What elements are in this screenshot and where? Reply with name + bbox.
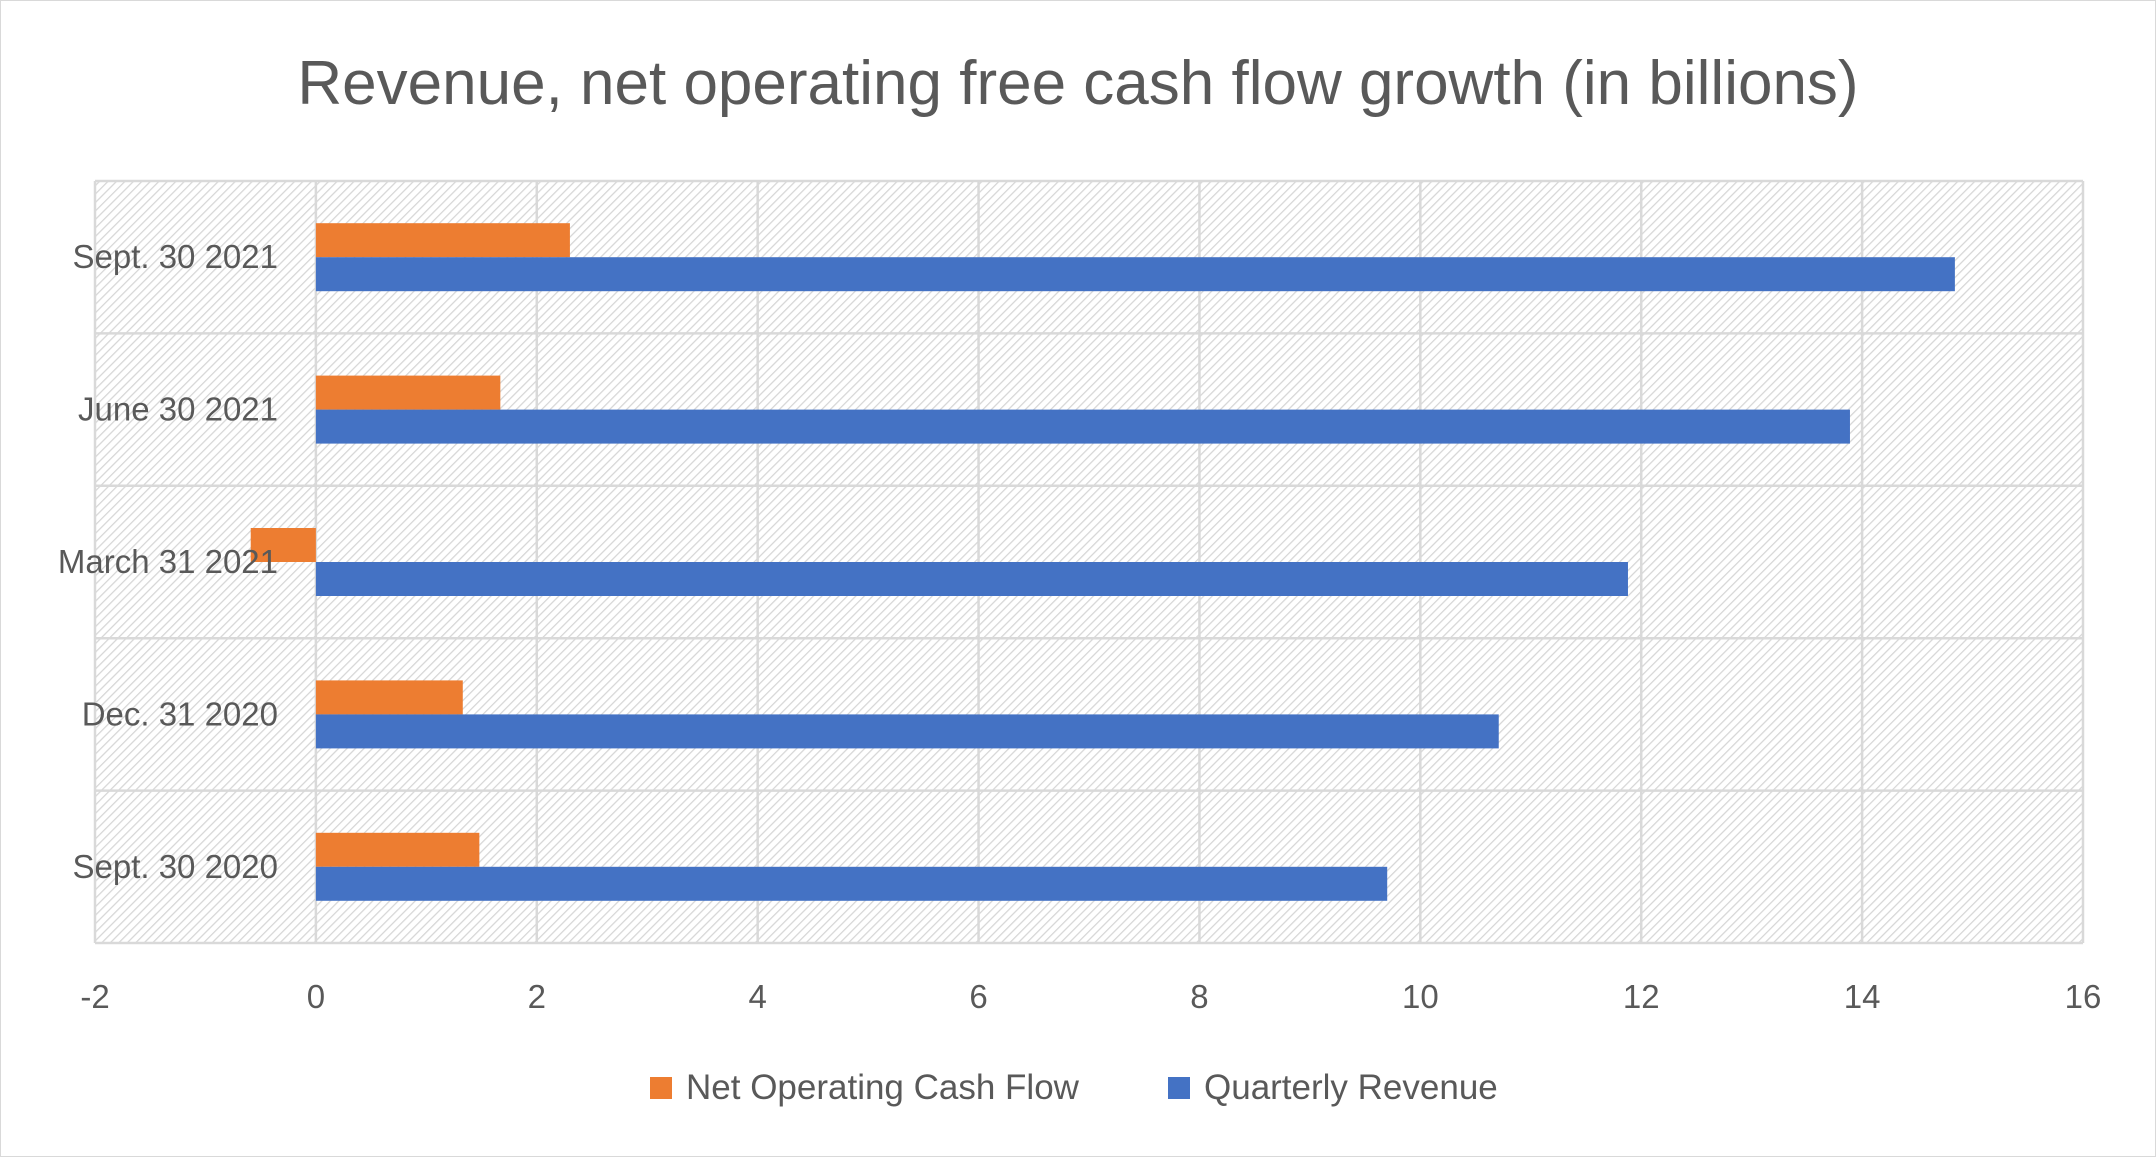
x-tick-label: -2 <box>80 978 109 1015</box>
bar-quarterly-revenue <box>315 562 1628 596</box>
x-tick-label: 8 <box>1190 978 1208 1015</box>
bar-quarterly-revenue <box>315 409 1850 444</box>
bar-net-operating-cash-flow <box>250 528 316 562</box>
bar-quarterly-revenue <box>315 866 1388 901</box>
legend-swatch <box>1168 1077 1190 1099</box>
x-tick-label: 6 <box>969 978 987 1015</box>
x-tick-label: 10 <box>1402 978 1439 1015</box>
bar-net-operating-cash-flow <box>315 680 463 715</box>
bar-quarterly-revenue <box>315 714 1499 749</box>
legend-label: Quarterly Revenue <box>1204 1068 1498 1107</box>
bar-quarterly-revenue <box>315 257 1955 292</box>
x-tick-label: 2 <box>528 978 546 1015</box>
bar-net-operating-cash-flow <box>315 832 480 867</box>
x-tick-label: 4 <box>748 978 766 1015</box>
category-label: Sept. 30 2021 <box>72 238 278 275</box>
category-label: March 31 2021 <box>58 543 278 580</box>
category-label: June 30 2021 <box>78 391 278 428</box>
x-tick-label: 16 <box>2065 978 2102 1015</box>
category-label: Dec. 31 2020 <box>82 695 278 732</box>
legend-label: Net Operating Cash Flow <box>686 1068 1080 1107</box>
bar-net-operating-cash-flow <box>315 375 501 410</box>
chart-title: Revenue, net operating free cash flow gr… <box>297 49 1858 118</box>
x-tick-label: 12 <box>1623 978 1660 1015</box>
category-label: Sept. 30 2020 <box>72 848 278 885</box>
x-tick-label: 0 <box>307 978 325 1015</box>
legend-swatch <box>650 1077 672 1099</box>
bar-net-operating-cash-flow <box>315 223 570 258</box>
x-tick-label: 14 <box>1844 978 1881 1015</box>
